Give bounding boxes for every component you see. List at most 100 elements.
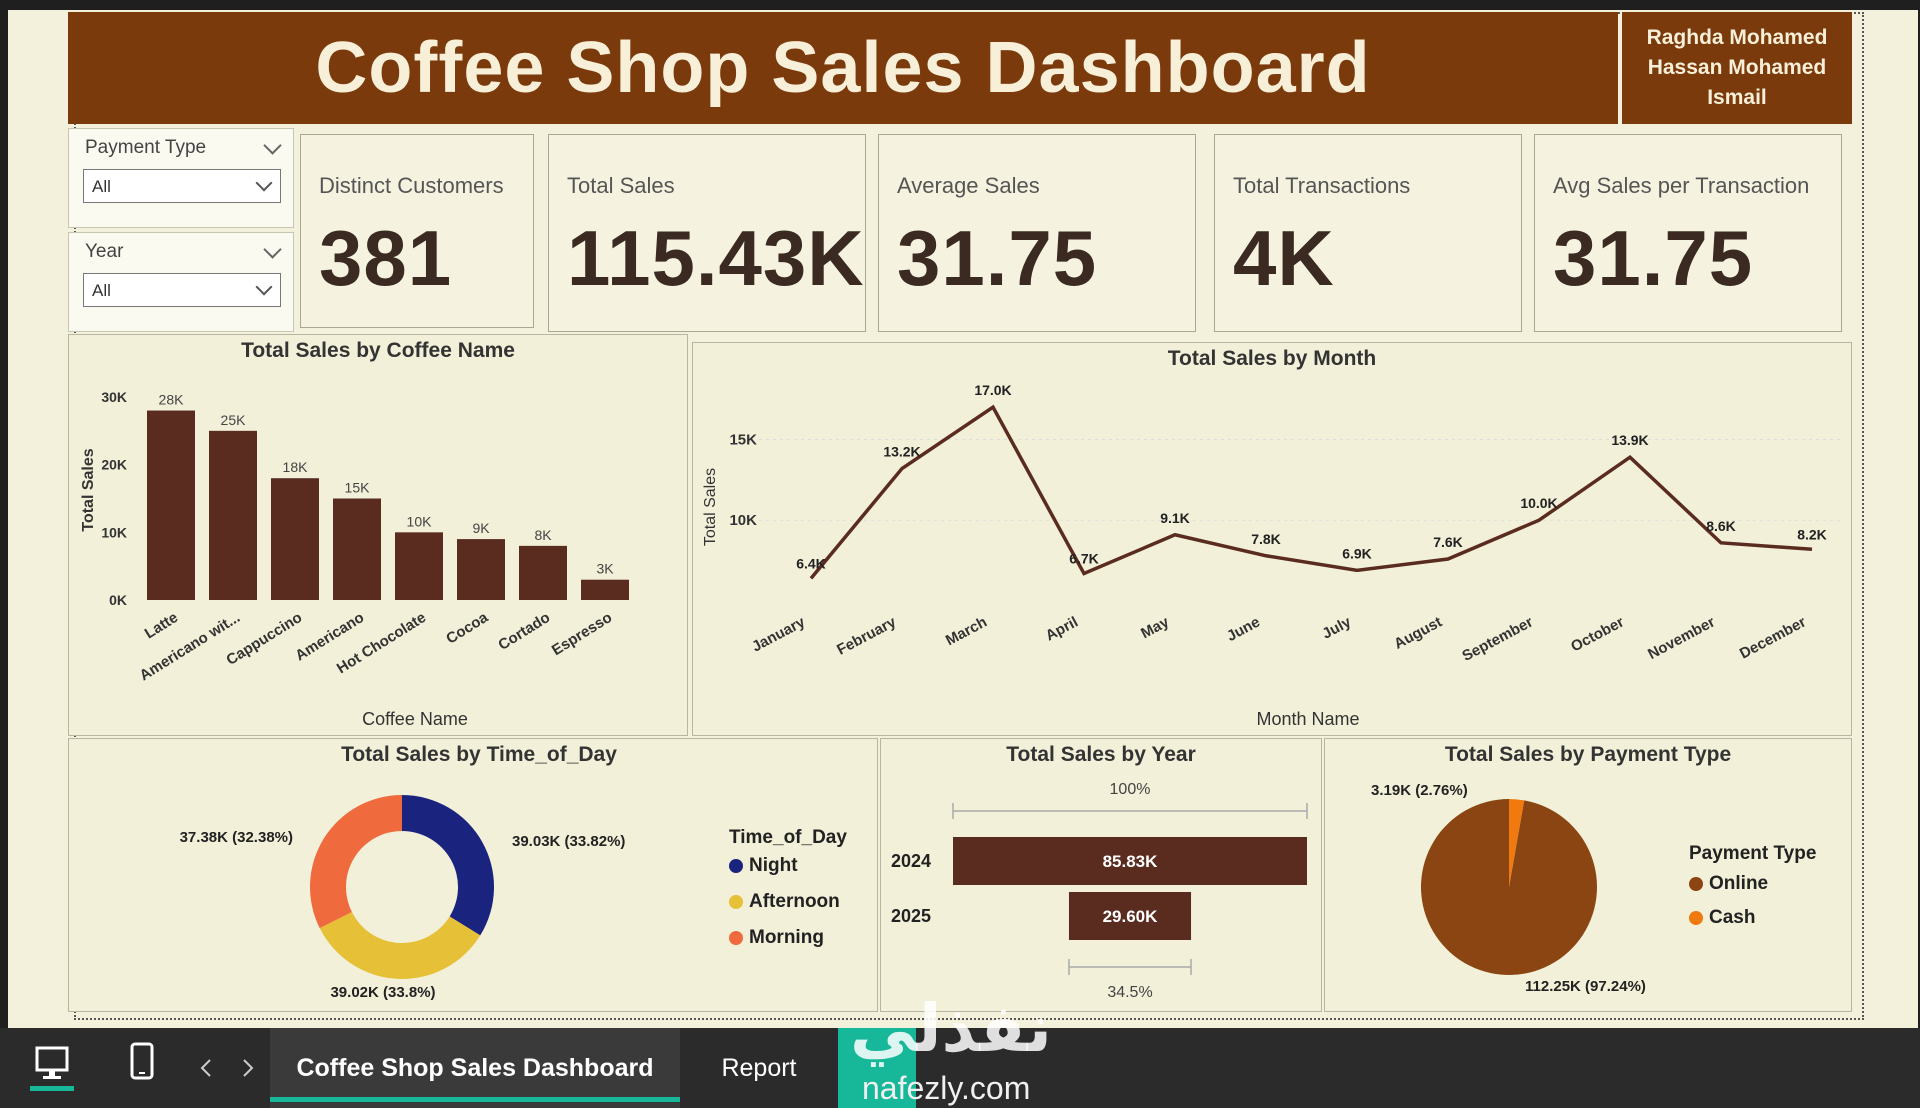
slice-data-label: 39.03K (33.82%) [512, 833, 625, 850]
y-tick-label: 0K [109, 592, 127, 608]
legend-online[interactable]: Online [1689, 873, 1768, 895]
legend-dot [729, 931, 743, 945]
legend-dot [729, 895, 743, 909]
legend-label: Online [1709, 873, 1769, 894]
legend-label: Afternoon [749, 891, 840, 912]
point-data-label: 9.1K [1160, 510, 1190, 526]
x-tick-label: January [749, 613, 808, 655]
chevron-down-icon[interactable] [263, 240, 282, 259]
legend-title: Payment Type [1689, 843, 1817, 864]
chart-title: Total Sales by Year [1006, 743, 1196, 766]
kpi-label: Total Transactions [1233, 173, 1411, 198]
kpi-total-transactions: Total Transactions 4K [1214, 134, 1522, 332]
bar [333, 498, 381, 600]
bar [147, 410, 195, 600]
bar [457, 539, 505, 600]
payment-type-svg: 112.25K (97.24%) 3.19K (2.76%) [1371, 782, 1646, 995]
page-navigation-bar: Coffee Shop Sales Dashboard Report نفذلي… [0, 991, 1920, 1108]
bar-data-label: 85.83K [1103, 852, 1159, 871]
desktop-view-icon[interactable] [28, 1040, 76, 1092]
previous-page-icon[interactable] [196, 1056, 216, 1080]
legend-night[interactable]: Night [729, 855, 798, 877]
slicer-title: Year [85, 241, 124, 262]
kpi-value: 31.75 [897, 214, 1098, 302]
kpi-distinct-customers: Distinct Customers 381 [300, 134, 534, 328]
x-tick-label: Cocoa [443, 609, 491, 648]
year-slicer[interactable]: Year All [68, 232, 294, 332]
bar-data-label: 8K [534, 527, 552, 543]
bar [519, 545, 567, 600]
donut-slice [319, 912, 481, 979]
kpi-label: Avg Sales per Transaction [1553, 173, 1810, 198]
monthly-sales-chart[interactable]: Total Sales by Month 10K 15K 6.4K January 13… [692, 342, 1852, 736]
y-axis-title: Total Sales [80, 448, 97, 531]
chart-title: Total Sales by Payment Type [1444, 743, 1732, 766]
bar-data-label: 15K [345, 480, 371, 496]
x-tick-label: December [1737, 613, 1809, 662]
tab-report[interactable]: Report [680, 1028, 838, 1108]
bar [271, 478, 319, 600]
x-tick-label: Latte [142, 609, 181, 642]
bar [209, 430, 257, 600]
point-data-label: 13.2K [883, 444, 920, 460]
y-tick-label: 10K [101, 524, 127, 540]
x-tick-label: April [1043, 614, 1081, 645]
y-tick-label: 30K [101, 389, 127, 405]
legend-dot [1689, 911, 1703, 925]
bar-data-label: 28K [159, 392, 185, 408]
point-data-label: 13.9K [1611, 432, 1648, 448]
donut-slice [402, 795, 494, 936]
legend-label: Morning [749, 927, 824, 948]
tab-coffee-shop-sales-dashboard[interactable]: Coffee Shop Sales Dashboard [270, 1028, 680, 1108]
dropdown-value: All [92, 281, 111, 300]
kpi-value: 381 [319, 214, 453, 302]
x-tick-label: Espresso [549, 609, 615, 659]
bar [1068, 892, 1192, 940]
legend-morning[interactable]: Morning [729, 927, 824, 949]
year-dropdown[interactable]: All [83, 273, 281, 307]
percent-label: 100% [1110, 781, 1151, 798]
chevron-down-icon[interactable] [263, 136, 282, 155]
year-sales-svg: 100% 85.83K 2024 29.60K 2025 34.5% [891, 781, 1308, 1001]
y-axis-title: Total Sales [702, 468, 719, 546]
payment-type-chart[interactable]: Total Sales by Payment Type 112.25K (97.… [1324, 738, 1852, 1012]
time-of-day-svg: 39.03K (33.82%) 39.02K (33.8%) 37.38K (32.… [180, 795, 625, 1001]
year-sales-chart[interactable]: Total Sales by Year 100% 85.83K 2024 29.60K… [880, 738, 1322, 1012]
next-page-icon[interactable] [238, 1056, 258, 1080]
chevron-down-icon[interactable] [255, 174, 273, 192]
chart-title: Total Sales by Month [1167, 347, 1377, 370]
payment-type-dropdown[interactable]: All [83, 169, 281, 203]
x-tick-label: July [1319, 613, 1354, 642]
active-tab-indicator [270, 1097, 680, 1102]
category-label: 2025 [891, 906, 931, 926]
teal-tab-block[interactable] [838, 1028, 916, 1108]
kpi-avg-sales-per-transaction: Avg Sales per Transaction 31.75 [1534, 134, 1842, 332]
legend-dot [1689, 877, 1703, 891]
donut-slice [310, 795, 402, 929]
tab-label: Coffee Shop Sales Dashboard [296, 1053, 654, 1082]
legend-cash[interactable]: Cash [1689, 907, 1755, 929]
coffee-sales-chart[interactable]: Total Sales by Coffee Name 0K 10K 20K 30K 28… [68, 334, 688, 736]
bar-data-label: 9K [472, 520, 490, 536]
time-of-day-chart[interactable]: Total Sales by Time_of_Day 39.03K (33.82… [68, 738, 878, 1012]
slicer-title: Payment Type [85, 137, 207, 158]
chevron-down-icon[interactable] [255, 278, 273, 296]
legend-afternoon[interactable]: Afternoon [729, 891, 840, 913]
x-tick-label: June [1224, 614, 1263, 645]
tab-label: Report [721, 1053, 797, 1082]
point-data-label: 8.6K [1706, 518, 1736, 534]
kpi-value: 115.43K [567, 214, 865, 302]
legend-dot [729, 859, 743, 873]
mobile-view-icon[interactable] [128, 1040, 156, 1086]
kpi-value: 4K [1233, 214, 1335, 302]
dashboard-title: Coffee Shop Sales Dashboard [68, 12, 1618, 124]
kpi-label: Distinct Customers [319, 173, 504, 198]
payment-type-slicer[interactable]: Payment Type All [68, 128, 294, 228]
x-axis-title: Coffee Name [362, 709, 468, 729]
point-data-label: 6.9K [1342, 545, 1372, 561]
x-tick-label: August [1391, 614, 1445, 653]
bar-data-label: 18K [283, 459, 309, 475]
bar-data-label: 29.60K [1103, 907, 1159, 926]
kpi-average-sales: Average Sales 31.75 [878, 134, 1196, 332]
bar-data-label: 10K [407, 513, 433, 529]
